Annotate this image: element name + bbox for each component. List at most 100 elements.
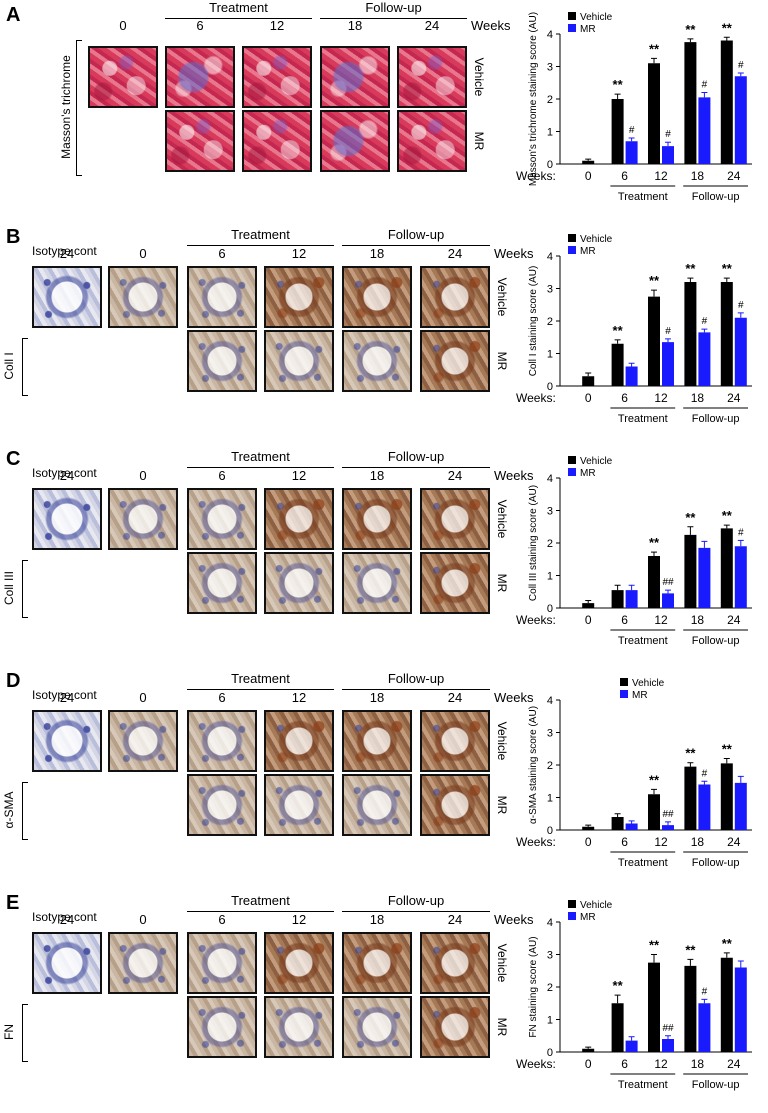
micrograph-vehicle [264, 488, 334, 550]
weeks-label: Weeks [494, 468, 534, 483]
stain-label: FN [2, 1024, 16, 1040]
weeks-label: Weeks [494, 246, 534, 261]
column-label: 18 [369, 912, 385, 927]
y-tick-label: 4 [547, 695, 553, 707]
column-label: 12 [269, 18, 285, 33]
x-tick-label: 6 [621, 1057, 628, 1071]
y-tick-label: 3 [547, 728, 553, 740]
significance-mark: ** [649, 938, 660, 953]
legend-swatch [568, 456, 576, 464]
group-label: Treatment [618, 1079, 668, 1091]
bar-vehicle-12 [648, 296, 660, 386]
legend-label: Vehicle [580, 12, 613, 23]
micrograph-vehicle [420, 266, 490, 328]
bar-vehicle-12 [648, 63, 660, 164]
micrograph-vehicle [108, 266, 178, 328]
column-label: 0 [139, 690, 147, 705]
micrograph-vehicle [420, 488, 490, 550]
bar-mr-24 [734, 782, 747, 830]
y-tick-label: 1 [547, 571, 553, 583]
stain-bracket [22, 338, 28, 396]
bar-vehicle-6 [611, 1003, 624, 1052]
significance-mark: ** [613, 978, 624, 993]
x-tick-label: 12 [654, 835, 668, 849]
bar-vehicle-0 [582, 160, 595, 164]
row-label-vehicle: Vehicle [472, 57, 486, 97]
legend-label: MR [580, 246, 596, 257]
micrograph-mr [320, 110, 390, 172]
bar-mr-18 [698, 547, 711, 608]
y-tick-label: 2 [547, 538, 553, 550]
column-label: 6 [196, 18, 204, 33]
column-label: 24 [59, 468, 75, 483]
x-axis-label: Weeks: [516, 835, 556, 849]
bar-vehicle-0 [582, 603, 595, 608]
followup-header-line [342, 911, 490, 912]
treatment-header: Treatment [209, 0, 268, 15]
followup-header-line [342, 245, 490, 246]
significance-mark: # [629, 125, 635, 136]
bar-vehicle-0 [582, 376, 595, 386]
legend-label: Vehicle [580, 456, 613, 467]
bar-mr-24 [734, 317, 747, 386]
x-axis-label: Weeks: [516, 391, 556, 405]
y-axis-label: Coll III staining score (AU) [528, 485, 539, 601]
bar-mr-6 [625, 1040, 638, 1052]
stain-bracket [22, 1004, 28, 1062]
micrograph-mr [420, 330, 490, 392]
micrograph-mr [342, 996, 412, 1058]
bar-vehicle-12 [648, 556, 660, 608]
column-label: 0 [119, 18, 127, 33]
micrograph-vehicle [187, 710, 257, 772]
significance-mark: ** [722, 261, 733, 276]
treatment-header-line [187, 689, 334, 690]
column-label: 12 [291, 912, 307, 927]
x-tick-label: 6 [621, 169, 628, 183]
stain-bracket [22, 560, 28, 618]
y-tick-label: 2 [547, 94, 553, 106]
y-tick-label: 4 [547, 917, 553, 929]
significance-mark: ** [649, 772, 660, 787]
micrograph-mr [342, 330, 412, 392]
y-tick-label: 1 [547, 127, 553, 139]
legend-swatch [620, 690, 628, 698]
weeks-label: Weeks [471, 18, 511, 33]
row-label-mr: MR [495, 351, 509, 371]
bar-vehicle-18 [684, 965, 697, 1052]
significance-mark: # [665, 326, 671, 337]
x-axis-label: Weeks: [516, 169, 556, 183]
bar-mr-18 [698, 784, 711, 830]
micrograph-vehicle [320, 46, 390, 108]
x-tick-label: 6 [621, 391, 628, 405]
column-label: 0 [139, 912, 147, 927]
bar-vehicle-24 [720, 957, 733, 1052]
micrograph-vehicle [32, 710, 102, 772]
y-tick-label: 0 [547, 1047, 553, 1059]
micrograph-mr [342, 774, 412, 836]
micrograph-vehicle [342, 488, 412, 550]
treatment-header-line [187, 911, 334, 912]
bar-vehicle-6 [611, 817, 624, 830]
micrograph-vehicle [32, 266, 102, 328]
y-axis-label: α-SMA staining score (AU) [528, 706, 539, 824]
treatment-header: Treatment [231, 893, 290, 908]
group-label: Treatment [618, 857, 668, 869]
micrograph-mr [242, 110, 312, 172]
bar-mr-12 [662, 825, 674, 830]
micrograph-mr [342, 552, 412, 614]
bar-vehicle-24 [720, 282, 733, 386]
micrograph-vehicle [108, 932, 178, 994]
micrograph-vehicle [242, 46, 312, 108]
followup-header: Follow-up [387, 893, 445, 908]
x-axis-label: Weeks: [516, 1057, 556, 1071]
column-label: 18 [369, 690, 385, 705]
significance-mark: ## [662, 1023, 674, 1034]
bar-mr-12 [662, 146, 674, 164]
followup-header-line [342, 689, 490, 690]
micrograph-vehicle [108, 710, 178, 772]
bar-mr-6 [625, 366, 638, 386]
legend-swatch [568, 912, 576, 920]
bar-mr-18 [698, 97, 711, 164]
bar-mr-6 [625, 141, 638, 164]
micrograph-mr [165, 110, 235, 172]
